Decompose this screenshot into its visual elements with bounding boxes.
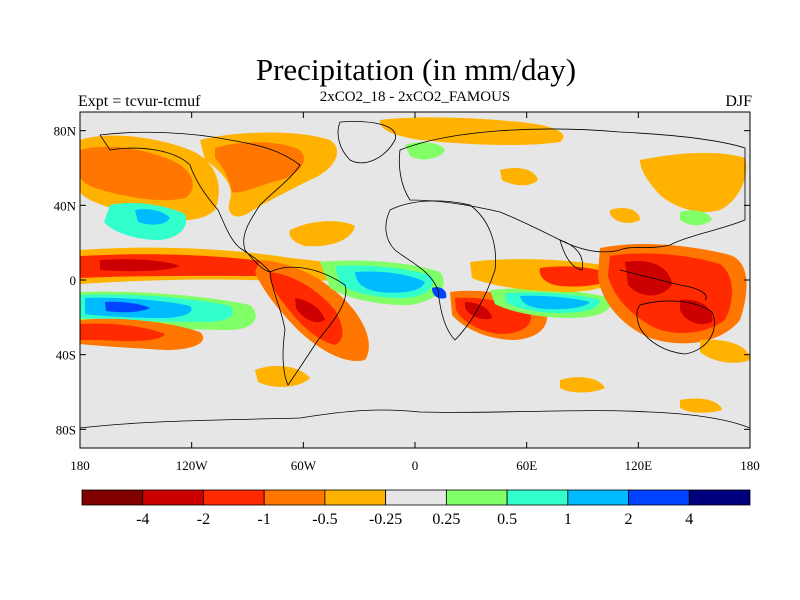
colorbar-swatch [628,489,690,506]
coast-africa-europe [385,200,496,341]
colorbar-swatch [385,489,447,506]
colorbar-swatch [688,489,751,506]
lat-tick-label: 0 [70,273,77,288]
chart-subtitle: 2xCO2_18 - 2xCO2_FAMOUS [319,89,511,105]
colorbar-label: 2 [625,511,633,528]
field-so-orange3 [680,398,722,413]
colorbar-label: 0.5 [497,511,517,528]
colorbar-label: 0.25 [432,511,460,528]
lon-tick-label: 180 [740,458,760,473]
lon-tick-label: 60W [291,458,317,473]
colorbar-label: -0.25 [369,511,402,528]
colorbar-swatch [142,489,204,506]
colorbar-label: -1 [258,511,271,528]
field-eq-pacific-dark [100,259,180,272]
field-s-africa-dark [465,302,492,320]
lat-tick-label: 80N [54,124,77,139]
colorbar-label: -0.5 [312,511,337,528]
colorbar-swatch [203,489,265,506]
field-n-atlantic-orange [500,168,538,186]
lat-tick-label: 80S [56,422,76,437]
lon-tick-label: 180 [70,458,90,473]
field-siberia-orange [610,208,640,223]
field-maritime-dark2 [680,299,713,325]
field-n-pacific-red [80,146,193,201]
colorbar-label: -4 [136,511,149,528]
colorbar: -4 -2 -1 -0.5 -0.25 0.25 0.5 1 2 4 [81,489,751,528]
field-eq-indian-red [539,266,615,287]
field-greenland-green [405,142,445,160]
experiment-label: Expt = tcvur-tcmuf [78,93,201,110]
field-asia-green [680,210,712,226]
field-indian-blue [520,295,590,310]
field-s-america-dark [295,298,325,323]
lon-tick-label: 120E [625,458,653,473]
coast-north-america [99,131,301,273]
colorbar-swatch [81,489,144,506]
coast-south-america [269,266,347,386]
field-so-orange1 [255,365,310,387]
map-axes: 80N 40N 0 40S 80S 180 120W 60W 0 60E 120E 180 [54,112,760,473]
colorbar-swatch [324,489,387,506]
field-n-pacific-deep [135,209,170,225]
coast-greenland [337,121,396,164]
field-arctic-orange [379,117,564,146]
season-label: DJF [725,93,752,110]
lon-tick-label: 0 [412,458,419,473]
colorbar-swatch [506,489,569,506]
field-atlantic-orange [289,221,355,247]
coast-india [559,239,583,271]
coast-australia [636,300,715,355]
colorbar-swatch [445,489,508,506]
anomaly-fields [80,117,750,413]
lon-tick-label: 60E [516,458,537,473]
colorbar-label: -2 [197,511,210,528]
lat-tick-label: 40S [56,348,76,363]
lon-tick-label: 120W [176,458,209,473]
colorbar-label: 4 [685,511,693,528]
field-se-pacific-orange [700,339,750,363]
colorbar-label: 1 [564,511,572,528]
lat-tick-label: 40N [54,198,77,213]
field-eq-atlantic-blue [355,271,425,293]
coast-eurasia [398,128,746,253]
field-asia-orange [640,152,747,213]
coast-antarctica [80,409,750,429]
field-so-orange2 [560,377,605,393]
field-s-pacific-deep [105,301,150,313]
field-n-america-red [215,142,304,193]
coastlines [80,121,750,429]
field-sw-pacific-red [80,323,165,342]
chart-title: Precipitation (in mm/day) [255,52,577,87]
field-maritime-dark [625,260,672,296]
coast-maritime [619,269,707,301]
colorbar-swatch [567,489,629,506]
field-congo-deep [432,287,447,299]
colorbar-swatch [263,489,326,506]
